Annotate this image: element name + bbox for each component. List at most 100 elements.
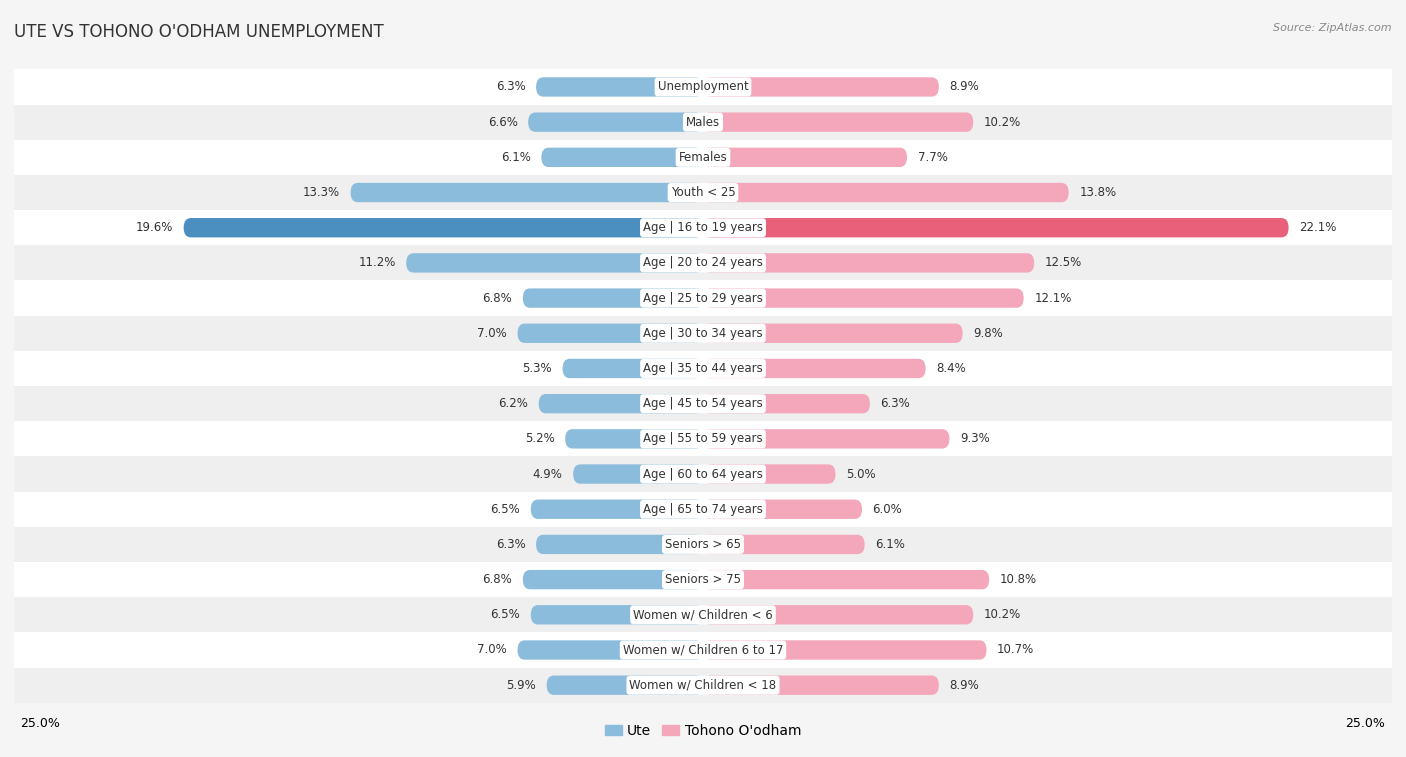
Text: 6.2%: 6.2%: [498, 397, 529, 410]
FancyBboxPatch shape: [350, 183, 703, 202]
FancyBboxPatch shape: [565, 429, 703, 449]
Text: Age | 65 to 74 years: Age | 65 to 74 years: [643, 503, 763, 516]
FancyBboxPatch shape: [517, 323, 703, 343]
FancyBboxPatch shape: [0, 351, 1406, 386]
Text: Women w/ Children < 6: Women w/ Children < 6: [633, 609, 773, 621]
FancyBboxPatch shape: [703, 254, 1035, 273]
FancyBboxPatch shape: [0, 562, 1406, 597]
Text: Seniors > 75: Seniors > 75: [665, 573, 741, 586]
FancyBboxPatch shape: [0, 456, 1406, 491]
FancyBboxPatch shape: [541, 148, 703, 167]
FancyBboxPatch shape: [703, 77, 939, 97]
Text: 5.9%: 5.9%: [506, 679, 536, 692]
Text: 5.0%: 5.0%: [846, 468, 876, 481]
Text: Seniors > 65: Seniors > 65: [665, 538, 741, 551]
FancyBboxPatch shape: [517, 640, 703, 659]
Text: 8.9%: 8.9%: [949, 679, 979, 692]
FancyBboxPatch shape: [703, 640, 987, 659]
Text: 7.7%: 7.7%: [918, 151, 948, 164]
Text: 12.1%: 12.1%: [1035, 291, 1071, 304]
FancyBboxPatch shape: [547, 675, 703, 695]
FancyBboxPatch shape: [536, 77, 703, 97]
Text: 13.8%: 13.8%: [1080, 186, 1116, 199]
Text: Age | 30 to 34 years: Age | 30 to 34 years: [643, 327, 763, 340]
FancyBboxPatch shape: [0, 597, 1406, 632]
FancyBboxPatch shape: [703, 323, 963, 343]
Text: 6.3%: 6.3%: [496, 80, 526, 93]
FancyBboxPatch shape: [0, 281, 1406, 316]
Text: Age | 55 to 59 years: Age | 55 to 59 years: [643, 432, 763, 445]
Text: 9.8%: 9.8%: [973, 327, 1002, 340]
FancyBboxPatch shape: [703, 359, 925, 378]
FancyBboxPatch shape: [703, 394, 870, 413]
Text: 6.0%: 6.0%: [873, 503, 903, 516]
FancyBboxPatch shape: [0, 316, 1406, 351]
Text: 12.5%: 12.5%: [1045, 257, 1083, 269]
FancyBboxPatch shape: [184, 218, 703, 238]
Text: 10.7%: 10.7%: [997, 643, 1035, 656]
Text: 19.6%: 19.6%: [135, 221, 173, 234]
Text: 5.2%: 5.2%: [524, 432, 554, 445]
FancyBboxPatch shape: [562, 359, 703, 378]
FancyBboxPatch shape: [703, 113, 973, 132]
Legend: Ute, Tohono O'odham: Ute, Tohono O'odham: [599, 718, 807, 743]
Text: Females: Females: [679, 151, 727, 164]
Text: 22.1%: 22.1%: [1299, 221, 1337, 234]
FancyBboxPatch shape: [0, 104, 1406, 140]
FancyBboxPatch shape: [703, 500, 862, 519]
Text: 8.4%: 8.4%: [936, 362, 966, 375]
FancyBboxPatch shape: [0, 668, 1406, 702]
FancyBboxPatch shape: [523, 570, 703, 589]
FancyBboxPatch shape: [703, 288, 1024, 308]
Text: 6.3%: 6.3%: [496, 538, 526, 551]
Text: Age | 60 to 64 years: Age | 60 to 64 years: [643, 468, 763, 481]
FancyBboxPatch shape: [406, 254, 703, 273]
Text: 5.3%: 5.3%: [523, 362, 553, 375]
FancyBboxPatch shape: [703, 534, 865, 554]
FancyBboxPatch shape: [0, 210, 1406, 245]
FancyBboxPatch shape: [538, 394, 703, 413]
FancyBboxPatch shape: [703, 218, 1289, 238]
Text: 4.9%: 4.9%: [533, 468, 562, 481]
Text: Women w/ Children < 18: Women w/ Children < 18: [630, 679, 776, 692]
FancyBboxPatch shape: [574, 464, 703, 484]
FancyBboxPatch shape: [703, 605, 973, 625]
FancyBboxPatch shape: [703, 675, 939, 695]
FancyBboxPatch shape: [0, 421, 1406, 456]
Text: 8.9%: 8.9%: [949, 80, 979, 93]
Text: 6.8%: 6.8%: [482, 573, 512, 586]
FancyBboxPatch shape: [0, 70, 1406, 104]
Text: Males: Males: [686, 116, 720, 129]
FancyBboxPatch shape: [703, 429, 949, 449]
FancyBboxPatch shape: [703, 148, 907, 167]
FancyBboxPatch shape: [536, 534, 703, 554]
Text: Age | 16 to 19 years: Age | 16 to 19 years: [643, 221, 763, 234]
FancyBboxPatch shape: [531, 605, 703, 625]
FancyBboxPatch shape: [529, 113, 703, 132]
Text: 6.5%: 6.5%: [491, 503, 520, 516]
Text: Source: ZipAtlas.com: Source: ZipAtlas.com: [1274, 23, 1392, 33]
Text: 6.5%: 6.5%: [491, 609, 520, 621]
Text: Age | 20 to 24 years: Age | 20 to 24 years: [643, 257, 763, 269]
Text: Age | 25 to 29 years: Age | 25 to 29 years: [643, 291, 763, 304]
Text: 10.2%: 10.2%: [984, 116, 1021, 129]
FancyBboxPatch shape: [523, 288, 703, 308]
FancyBboxPatch shape: [703, 183, 1069, 202]
FancyBboxPatch shape: [0, 245, 1406, 281]
FancyBboxPatch shape: [0, 175, 1406, 210]
FancyBboxPatch shape: [703, 464, 835, 484]
Text: UTE VS TOHONO O'ODHAM UNEMPLOYMENT: UTE VS TOHONO O'ODHAM UNEMPLOYMENT: [14, 23, 384, 41]
FancyBboxPatch shape: [0, 632, 1406, 668]
Text: Age | 35 to 44 years: Age | 35 to 44 years: [643, 362, 763, 375]
Text: 6.8%: 6.8%: [482, 291, 512, 304]
Text: Youth < 25: Youth < 25: [671, 186, 735, 199]
Text: 6.3%: 6.3%: [880, 397, 910, 410]
Text: 7.0%: 7.0%: [477, 643, 508, 656]
FancyBboxPatch shape: [531, 500, 703, 519]
Text: 13.3%: 13.3%: [302, 186, 340, 199]
Text: Women w/ Children 6 to 17: Women w/ Children 6 to 17: [623, 643, 783, 656]
Text: 10.2%: 10.2%: [984, 609, 1021, 621]
Text: Unemployment: Unemployment: [658, 80, 748, 93]
Text: Age | 45 to 54 years: Age | 45 to 54 years: [643, 397, 763, 410]
Text: 7.0%: 7.0%: [477, 327, 508, 340]
